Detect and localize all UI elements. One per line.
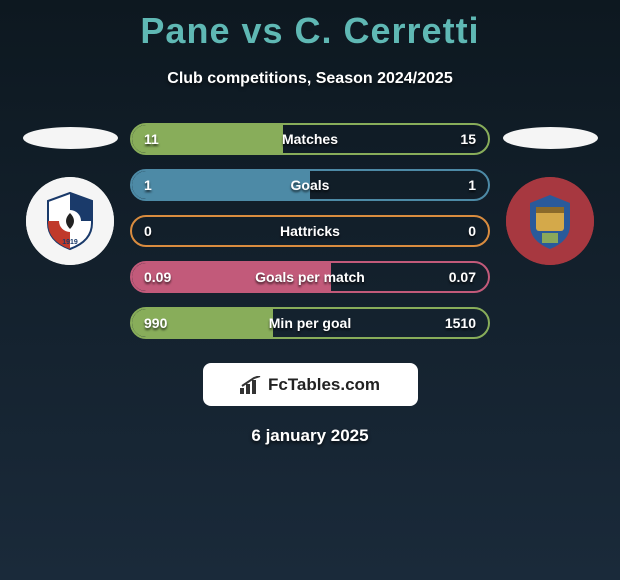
- crest-left-icon: 1919: [26, 177, 114, 265]
- stat-label: Goals: [202, 177, 418, 193]
- right-player-col: [500, 123, 600, 265]
- stat-right-value: 0.07: [418, 269, 488, 285]
- left-player-col: 1919: [20, 123, 120, 265]
- subtitle: Club competitions, Season 2024/2025: [0, 70, 620, 88]
- stat-label: Matches: [202, 131, 418, 147]
- stat-left-value: 990: [132, 315, 202, 331]
- svg-text:1919: 1919: [62, 239, 78, 246]
- stat-label: Goals per match: [202, 269, 418, 285]
- stat-right-value: 1510: [418, 315, 488, 331]
- stat-left-value: 11: [132, 131, 202, 147]
- stat-row: 0Hattricks0: [130, 215, 490, 247]
- stat-right-value: 1: [418, 177, 488, 193]
- player-right-ellipse: [503, 127, 598, 149]
- branding-badge: FcTables.com: [203, 363, 418, 406]
- player-left-ellipse: [23, 127, 118, 149]
- date-label: 6 january 2025: [0, 426, 620, 446]
- stat-left-value: 1: [132, 177, 202, 193]
- stat-row: 11Matches15: [130, 123, 490, 155]
- stat-row: 1Goals1: [130, 169, 490, 201]
- stat-left-value: 0.09: [132, 269, 202, 285]
- stat-left-value: 0: [132, 223, 202, 239]
- content-area: 1919 11Matches151Goals10Hattricks00.09Go…: [0, 123, 620, 353]
- stat-right-value: 15: [418, 131, 488, 147]
- stats-column: 11Matches151Goals10Hattricks00.09Goals p…: [130, 123, 490, 353]
- crest-right-icon: [506, 177, 594, 265]
- stat-label: Min per goal: [202, 315, 418, 331]
- stat-row: 0.09Goals per match0.07: [130, 261, 490, 293]
- stat-label: Hattricks: [202, 223, 418, 239]
- chart-icon: [240, 376, 262, 394]
- stat-right-value: 0: [418, 223, 488, 239]
- page-title: Pane vs C. Cerretti: [0, 0, 620, 52]
- stat-row: 990Min per goal1510: [130, 307, 490, 339]
- branding-label: FcTables.com: [268, 375, 380, 395]
